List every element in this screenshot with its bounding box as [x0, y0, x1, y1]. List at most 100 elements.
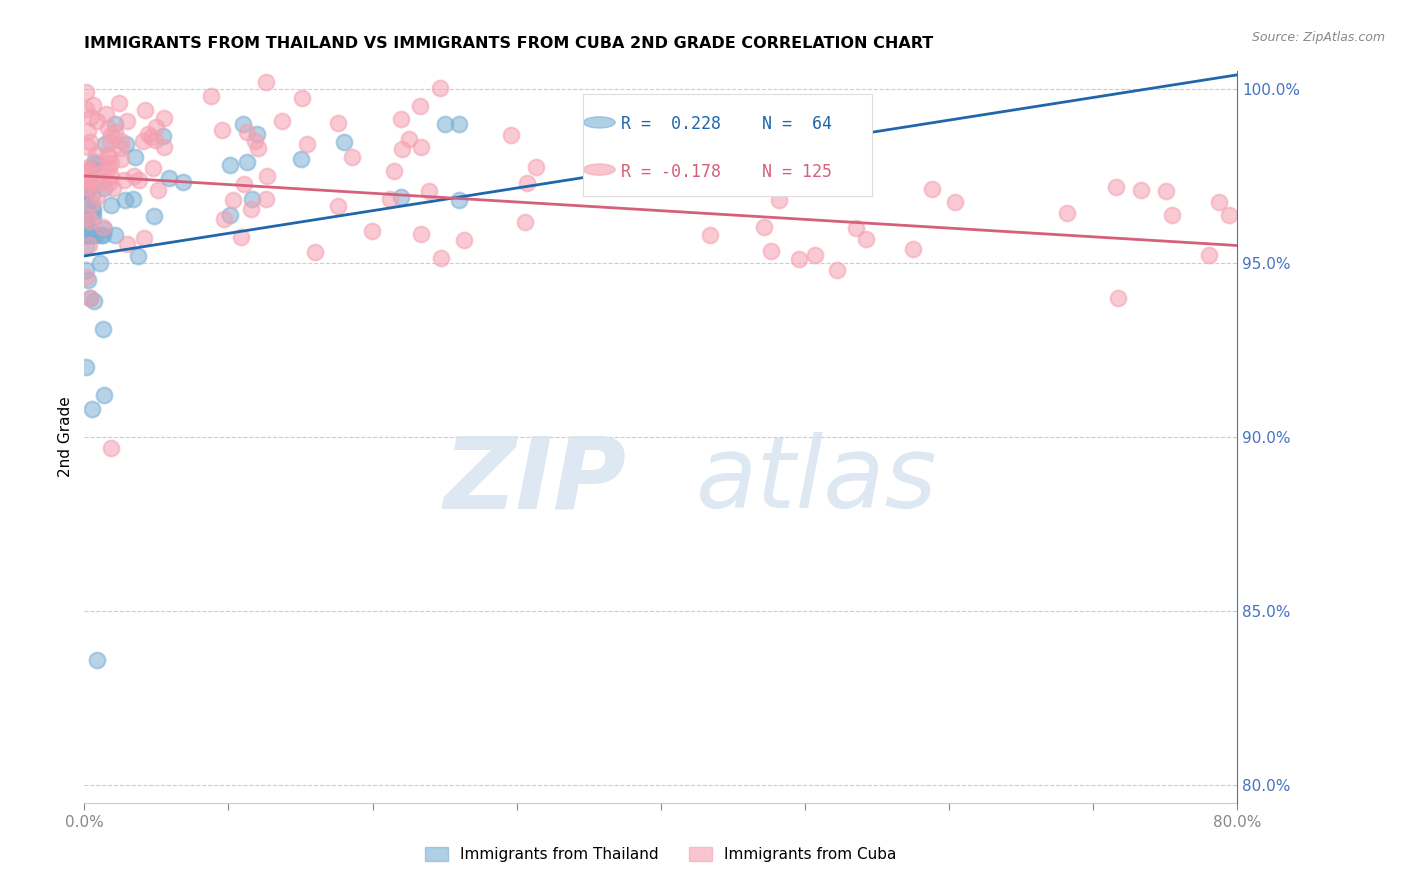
Point	[139, 129, 162, 144]
Point	[122, 169, 145, 183]
Point	[75, 269, 97, 284]
Point	[391, 142, 413, 156]
Point	[91, 228, 114, 243]
Point	[153, 111, 176, 125]
Point	[124, 150, 146, 164]
Point	[240, 192, 263, 206]
Point	[75, 102, 97, 116]
Point	[75, 228, 97, 243]
Point	[254, 75, 277, 89]
Point	[100, 169, 122, 184]
Point	[96, 148, 118, 162]
Point	[91, 174, 114, 188]
Point	[79, 228, 101, 243]
Point	[143, 133, 166, 147]
Point	[75, 198, 97, 212]
Point	[145, 120, 167, 135]
Text: R = -0.178: R = -0.178	[621, 162, 721, 180]
Point	[79, 173, 101, 187]
Point	[77, 273, 100, 287]
Point	[391, 190, 413, 204]
Point	[901, 242, 924, 256]
Point	[409, 99, 432, 113]
Point	[219, 208, 242, 222]
Point	[759, 244, 782, 259]
Text: IMMIGRANTS FROM THAILAND VS IMMIGRANTS FROM CUBA 2ND GRADE CORRELATION CHART: IMMIGRANTS FROM THAILAND VS IMMIGRANTS F…	[84, 36, 934, 51]
Point	[271, 114, 294, 128]
Point	[104, 228, 127, 243]
Point	[76, 140, 98, 154]
Point	[76, 228, 98, 243]
Point	[200, 89, 222, 103]
Point	[80, 196, 103, 211]
Point	[79, 291, 101, 305]
Point	[84, 178, 107, 192]
Point	[84, 228, 107, 243]
Point	[716, 147, 738, 161]
Point	[75, 238, 97, 252]
Point	[1107, 291, 1129, 305]
Point	[146, 183, 169, 197]
Point	[80, 402, 103, 417]
Text: atlas: atlas	[696, 433, 936, 530]
Point	[1154, 184, 1177, 198]
Point	[389, 112, 412, 127]
Point	[152, 129, 174, 144]
Point	[83, 228, 105, 243]
Point	[75, 225, 97, 239]
Point	[1056, 205, 1078, 219]
Point	[79, 110, 101, 124]
Point	[699, 227, 721, 242]
Text: ZIP: ZIP	[443, 433, 626, 530]
Point	[232, 117, 254, 131]
Y-axis label: 2nd Grade: 2nd Grade	[58, 397, 73, 477]
Point	[75, 226, 97, 240]
Point	[136, 128, 159, 142]
Point	[1198, 248, 1220, 262]
Point	[243, 134, 266, 148]
Point	[104, 125, 127, 139]
Point	[290, 153, 312, 167]
Point	[409, 227, 432, 242]
Point	[93, 137, 115, 152]
Point	[100, 441, 122, 455]
Point	[98, 150, 121, 164]
Point	[93, 388, 115, 402]
Point	[83, 294, 105, 309]
Point	[142, 161, 165, 175]
Point	[665, 176, 688, 190]
Point	[326, 199, 349, 213]
Point	[97, 161, 120, 175]
Point	[945, 194, 967, 209]
Point	[122, 192, 145, 206]
Point	[157, 170, 180, 185]
Point	[77, 124, 100, 138]
Point	[789, 252, 811, 266]
Legend: Immigrants from Thailand, Immigrants from Cuba: Immigrants from Thailand, Immigrants fro…	[419, 841, 903, 868]
Point	[361, 224, 384, 238]
Point	[134, 103, 156, 118]
Point	[82, 98, 104, 112]
Point	[254, 193, 277, 207]
Point	[79, 135, 101, 149]
Point	[110, 141, 132, 155]
Point	[75, 217, 97, 231]
Point	[328, 116, 350, 130]
Point	[382, 164, 405, 178]
Point	[75, 161, 97, 175]
Point	[172, 175, 194, 189]
Point	[449, 117, 471, 131]
Point	[211, 123, 233, 137]
Point	[844, 221, 866, 235]
Point	[115, 236, 138, 251]
Point	[82, 187, 104, 202]
Point	[75, 180, 97, 194]
Point	[295, 136, 318, 151]
Point	[79, 228, 101, 243]
Text: N = 125: N = 125	[762, 162, 832, 180]
Circle shape	[583, 164, 616, 175]
Point	[86, 653, 108, 667]
Point	[256, 169, 278, 183]
Point	[433, 117, 456, 131]
Point	[342, 149, 364, 163]
